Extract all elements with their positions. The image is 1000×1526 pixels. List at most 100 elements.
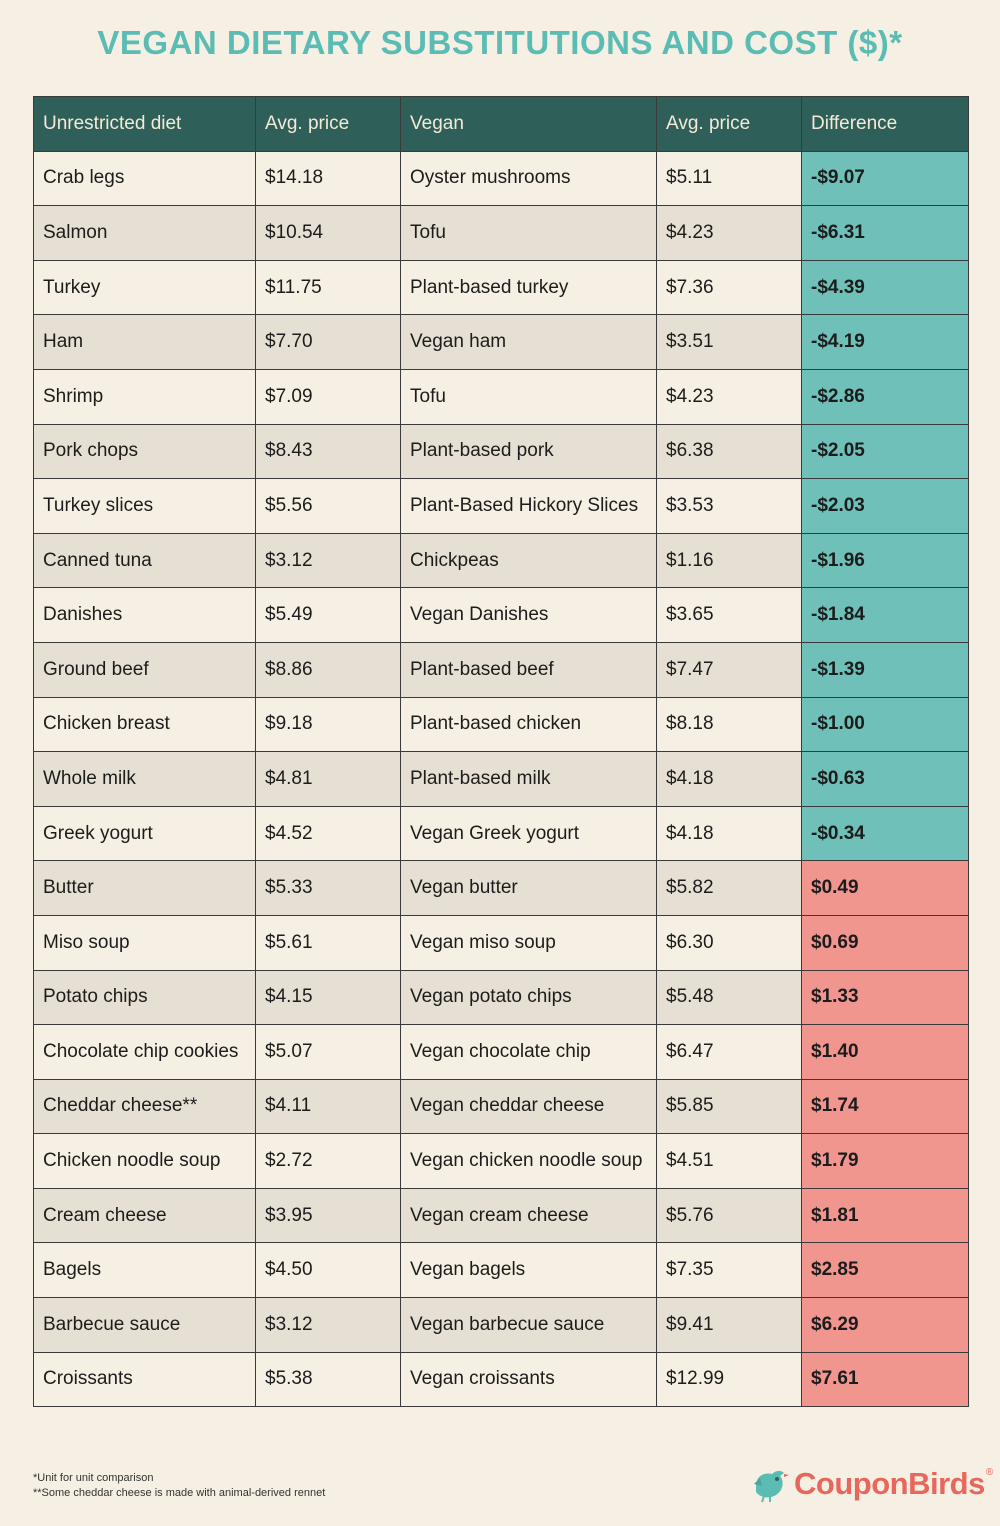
vegan-price-cell: $4.23	[656, 205, 802, 261]
price-cell: $4.50	[255, 1242, 401, 1299]
difference-cell: $1.33	[801, 969, 969, 1026]
vegan-price-cell: $9.41	[656, 1297, 802, 1353]
table-row: Greek yogurt $4.52 Vegan Greek yogurt $4.18…	[33, 805, 969, 862]
unrestricted-item-cell: Cream cheese	[33, 1187, 256, 1244]
table-row: Butter $5.33 Vegan butter $5.82 $0.49	[33, 860, 969, 916]
table-row: Croissants $5.38 Vegan croissants $12.99 $7.…	[33, 1351, 969, 1408]
table-row: Cream cheese $3.95 Vegan cream cheese $5.76…	[33, 1187, 969, 1244]
price-cell: $3.12	[255, 532, 401, 589]
difference-cell: $1.40	[801, 1024, 969, 1080]
table-row: Ground beef $8.86 Plant-based beef $7.47 -$1…	[33, 641, 969, 698]
vegan-price-cell: $7.47	[656, 641, 802, 698]
table-row: Turkey slices $5.56 Plant-Based Hickory Sl…	[33, 478, 969, 534]
table-row: Whole milk $4.81 Plant-based milk $4.18 -$0.…	[33, 751, 969, 807]
table-row: Chicken breast $9.18 Plant-based chicken $8…	[33, 696, 969, 753]
vegan-price-cell: $7.36	[656, 259, 802, 316]
unrestricted-item-cell: Chocolate chip cookies	[33, 1024, 256, 1080]
vegan-item-cell: Vegan croissants	[400, 1351, 657, 1408]
unrestricted-item-cell: Ground beef	[33, 641, 256, 698]
vegan-item-cell: Tofu	[400, 205, 657, 261]
header-vegan: Vegan	[400, 96, 657, 152]
vegan-item-cell: Plant-based milk	[400, 751, 657, 807]
price-cell: $5.49	[255, 587, 401, 643]
table-row: Bagels $4.50 Vegan bagels $7.35 $2.85	[33, 1242, 969, 1299]
difference-cell: -$2.86	[801, 368, 969, 425]
registered-mark: ®	[985, 1466, 994, 1478]
header-unrestricted-diet: Unrestricted diet	[33, 96, 256, 152]
price-cell: $4.81	[255, 751, 401, 807]
difference-cell: $7.61	[801, 1351, 969, 1408]
price-cell: $5.56	[255, 478, 401, 534]
table-row: Miso soup $5.61 Vegan miso soup $6.30 $0.69	[33, 914, 969, 971]
unrestricted-item-cell: Chicken noodle soup	[33, 1133, 256, 1189]
vegan-item-cell: Plant-based turkey	[400, 259, 657, 316]
table-row: Crab legs $14.18 Oyster mushrooms $5.11 -$9.…	[33, 150, 969, 207]
unrestricted-item-cell: Miso soup	[33, 914, 256, 971]
unrestricted-item-cell: Pork chops	[33, 423, 256, 480]
difference-cell: $1.79	[801, 1133, 969, 1189]
difference-cell: -$2.05	[801, 423, 969, 480]
vegan-price-cell: $4.23	[656, 368, 802, 425]
price-cell: $5.38	[255, 1351, 401, 1408]
vegan-item-cell: Chickpeas	[400, 532, 657, 589]
unrestricted-item-cell: Chicken breast	[33, 696, 256, 753]
table-row: Turkey $11.75 Plant-based turkey $7.36 -$4.3…	[33, 259, 969, 316]
unrestricted-item-cell: Turkey	[33, 259, 256, 316]
vegan-item-cell: Vegan Greek yogurt	[400, 805, 657, 862]
vegan-item-cell: Vegan miso soup	[400, 914, 657, 971]
difference-cell: $6.29	[801, 1297, 969, 1353]
price-cell: $7.70	[255, 314, 401, 370]
unrestricted-item-cell: Canned tuna	[33, 532, 256, 589]
vegan-item-cell: Tofu	[400, 368, 657, 425]
price-cell: $4.11	[255, 1078, 401, 1135]
price-cell: $7.09	[255, 368, 401, 425]
vegan-price-cell: $8.18	[656, 696, 802, 753]
difference-cell: -$1.84	[801, 587, 969, 643]
vegan-item-cell: Plant-based pork	[400, 423, 657, 480]
difference-cell: -$9.07	[801, 150, 969, 207]
unrestricted-item-cell: Barbecue sauce	[33, 1297, 256, 1353]
header-difference: Difference	[801, 96, 969, 152]
difference-cell: -$6.31	[801, 205, 969, 261]
vegan-price-cell: $3.53	[656, 478, 802, 534]
price-cell: $4.52	[255, 805, 401, 862]
vegan-price-cell: $1.16	[656, 532, 802, 589]
table-row: Danishes $5.49 Vegan Danishes $3.65 -$1.84	[33, 587, 969, 643]
vegan-price-cell: $5.82	[656, 860, 802, 916]
price-cell: $3.12	[255, 1297, 401, 1353]
header-avg-price: Avg. price	[255, 96, 401, 152]
difference-cell: $1.81	[801, 1187, 969, 1244]
vegan-price-cell: $3.51	[656, 314, 802, 370]
vegan-item-cell: Vegan bagels	[400, 1242, 657, 1299]
vegan-item-cell: Vegan Danishes	[400, 587, 657, 643]
vegan-item-cell: Vegan cream cheese	[400, 1187, 657, 1244]
unrestricted-item-cell: Whole milk	[33, 751, 256, 807]
price-cell: $2.72	[255, 1133, 401, 1189]
vegan-price-cell: $5.76	[656, 1187, 802, 1244]
vegan-price-cell: $4.51	[656, 1133, 802, 1189]
footnotes: *Unit for unit comparison **Some cheddar…	[33, 1471, 325, 1501]
difference-cell: -$1.39	[801, 641, 969, 698]
price-cell: $8.86	[255, 641, 401, 698]
price-cell: $14.18	[255, 150, 401, 207]
unrestricted-item-cell: Bagels	[33, 1242, 256, 1299]
price-cell: $9.18	[255, 696, 401, 753]
unrestricted-item-cell: Turkey slices	[33, 478, 256, 534]
unrestricted-item-cell: Croissants	[33, 1351, 256, 1408]
unrestricted-item-cell: Danishes	[33, 587, 256, 643]
vegan-price-cell: $6.38	[656, 423, 802, 480]
unrestricted-item-cell: Shrimp	[33, 368, 256, 425]
logo-wordmark: CouponBirds	[794, 1466, 985, 1501]
difference-cell: -$1.00	[801, 696, 969, 753]
vegan-price-cell: $4.18	[656, 751, 802, 807]
vegan-item-cell: Vegan barbecue sauce	[400, 1297, 657, 1353]
table-row: Chicken noodle soup $2.72 Vegan chicken no…	[33, 1133, 969, 1189]
vegan-item-cell: Plant-based beef	[400, 641, 657, 698]
table-row: Cheddar cheese** $4.11 Vegan cheddar chees…	[33, 1078, 969, 1135]
unrestricted-item-cell: Ham	[33, 314, 256, 370]
difference-cell: -$2.03	[801, 478, 969, 534]
vegan-item-cell: Oyster mushrooms	[400, 150, 657, 207]
vegan-price-cell: $7.35	[656, 1242, 802, 1299]
price-cell: $11.75	[255, 259, 401, 316]
vegan-price-cell: $6.30	[656, 914, 802, 971]
